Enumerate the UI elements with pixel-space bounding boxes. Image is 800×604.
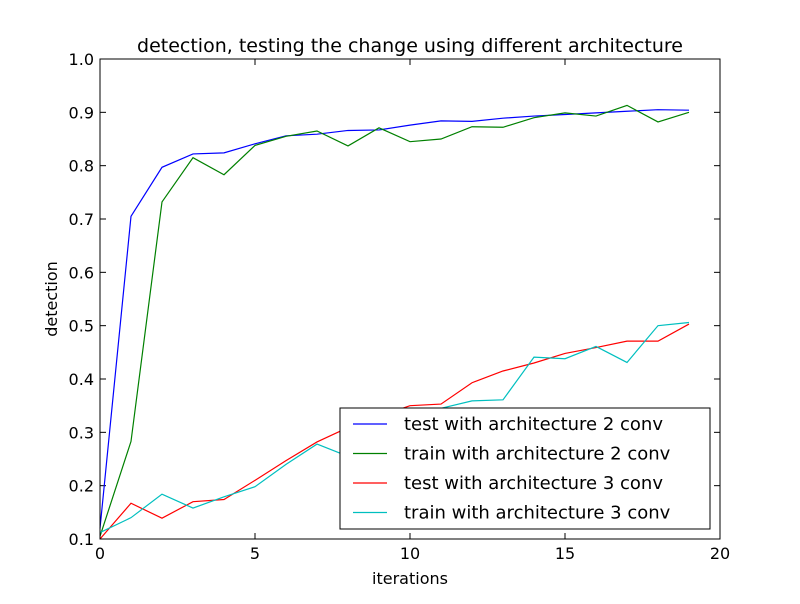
x-axis-label: iterations [372, 569, 448, 588]
legend-entries: test with architecture 2 conv train with … [353, 414, 671, 524]
chart-title: detection, testing the change using diff… [137, 35, 683, 57]
x-tick-label: 5 [250, 544, 260, 563]
y-tick-label: 0.8 [69, 157, 94, 176]
y-tick-label: 0.7 [69, 210, 94, 229]
legend-label-2: train with architecture 2 conv [404, 444, 671, 465]
x-tick-label: 15 [555, 544, 575, 563]
plot-frame [99, 58, 721, 540]
y-tick-label: 0.4 [69, 370, 94, 389]
y-tick-label: 0.5 [69, 317, 94, 336]
legend-label-4: train with architecture 3 conv [404, 503, 671, 524]
y-tick-label: 0.9 [69, 103, 94, 122]
y-tick-label: 0.1 [69, 530, 94, 549]
x-tick-label: 0 [95, 544, 105, 563]
y-axis-label: detection [42, 261, 61, 337]
y-tick-label: 0.2 [69, 477, 94, 496]
y-tick-label: 0.3 [69, 423, 94, 442]
y-tick-label: 0.6 [69, 263, 94, 282]
x-tick-label: 20 [710, 544, 730, 563]
legend: test with architecture 2 conv train with … [339, 407, 711, 530]
legend-box [339, 407, 711, 530]
axis-ticks: 0 5 10 15 20 0.1 0.2 0.3 0.4 0.5 0.6 0.7 0.8 0.9 1.0 [69, 50, 731, 563]
legend-label-1: test with architecture 2 conv [404, 414, 663, 435]
y-tick-label: 1.0 [69, 50, 94, 69]
legend-label-3: test with architecture 3 conv [404, 473, 663, 494]
series-line-1 [99, 109, 690, 529]
series-line-2 [99, 104, 690, 537]
x-tick-label: 10 [400, 544, 420, 563]
